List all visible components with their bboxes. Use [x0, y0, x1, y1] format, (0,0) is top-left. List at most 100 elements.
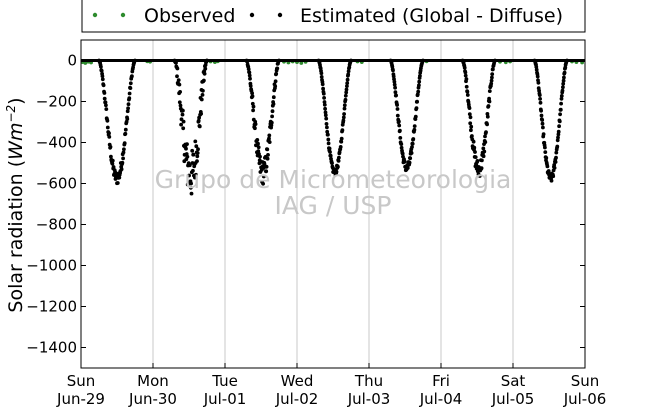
estimated-point [340, 128, 345, 133]
estimated-point [538, 97, 542, 101]
estimated-point [255, 138, 260, 142]
x-tick-day-label: Sun [571, 372, 600, 390]
estimated-point [489, 78, 494, 83]
estimated-point [199, 97, 204, 102]
estimated-point [261, 174, 266, 179]
estimated-point [127, 96, 132, 101]
estimated-point [539, 113, 544, 118]
estimated-point [127, 91, 132, 96]
estimated-point [191, 168, 195, 173]
estimated-point [561, 81, 566, 86]
estimated-point [469, 124, 474, 129]
estimated-point [468, 121, 473, 126]
estimated-point [248, 76, 252, 81]
estimated-point [467, 106, 472, 110]
estimated-point [194, 144, 199, 149]
estimated-point [119, 167, 124, 172]
estimated-point [416, 89, 421, 94]
estimated-point [247, 70, 252, 75]
estimated-point [326, 141, 331, 146]
y-tick-label: −1400 [26, 339, 77, 357]
estimated-point [415, 99, 419, 104]
estimated-point [325, 125, 329, 130]
estimated-point [395, 107, 400, 111]
estimated-point [479, 166, 484, 171]
legend-observed-marker [92, 12, 98, 18]
estimated-point [473, 150, 477, 154]
legend-observed-marker [120, 12, 126, 18]
estimated-point [110, 161, 115, 166]
estimated-point [398, 136, 403, 140]
estimated-point [269, 120, 274, 125]
estimated-point [267, 136, 271, 141]
estimated-point [397, 119, 401, 124]
estimated-point [189, 191, 194, 196]
estimated-point [464, 84, 469, 89]
x-tick-date-label: Jul-05 [491, 390, 535, 408]
estimated-point [398, 128, 402, 133]
legend-estimated-marker [249, 12, 255, 18]
estimated-point [101, 83, 106, 88]
estimated-point [545, 164, 550, 169]
estimated-point [195, 154, 200, 159]
estimated-point [538, 100, 543, 105]
estimated-point [554, 150, 559, 155]
estimated-point [339, 136, 344, 141]
estimated-point [193, 139, 198, 144]
estimated-point [342, 112, 346, 116]
legend: Observed Estimated (Global - Diffuse) [81, 0, 586, 33]
estimated-point [393, 90, 398, 95]
estimated-point [200, 93, 205, 97]
estimated-point [543, 150, 548, 155]
estimated-point [250, 94, 255, 99]
estimated-point [561, 85, 565, 90]
estimated-point [196, 147, 200, 152]
estimated-point [247, 73, 252, 78]
estimated-point [264, 164, 269, 169]
estimated-point [557, 124, 561, 129]
estimated-point [271, 102, 276, 106]
estimated-point [536, 80, 541, 85]
estimated-point [472, 145, 477, 150]
estimated-point [274, 71, 279, 76]
estimated-point [552, 166, 557, 170]
estimated-point [191, 152, 196, 157]
estimated-point [410, 141, 415, 146]
estimated-point [322, 100, 327, 104]
estimated-point [395, 103, 399, 107]
estimated-point [559, 94, 564, 98]
estimated-point [417, 83, 421, 88]
estimated-point [178, 103, 183, 108]
estimated-point [185, 142, 189, 147]
x-tick-day-label: Sun [67, 372, 96, 390]
estimated-point [265, 156, 270, 161]
estimated-point [408, 156, 413, 161]
estimated-point [250, 91, 255, 95]
y-tick-label: −200 [36, 93, 77, 111]
estimated-point [339, 139, 344, 144]
estimated-point [490, 72, 495, 76]
x-tick-day-label: Tue [211, 372, 238, 390]
legend-observed-label: Observed [144, 5, 235, 27]
estimated-point [551, 174, 556, 179]
estimated-point [394, 93, 398, 98]
estimated-point [270, 109, 275, 114]
estimated-point [336, 159, 341, 163]
estimated-point [321, 86, 325, 91]
estimated-point [392, 82, 397, 87]
estimated-point [246, 67, 251, 71]
estimated-point [187, 163, 192, 168]
estimated-point [475, 159, 480, 163]
estimated-point [177, 100, 182, 105]
estimated-point [326, 137, 331, 142]
estimated-point [196, 118, 201, 123]
estimated-point [178, 90, 183, 94]
estimated-point [345, 77, 350, 82]
estimated-point [344, 90, 349, 95]
y-axis-ticks: 0 −200 −400 −600 −800 −1000 −1200 −1400 [26, 52, 585, 357]
estimated-point [485, 112, 490, 116]
estimated-point [102, 91, 107, 95]
estimated-point [487, 96, 491, 101]
x-tick-date-label: Jun-29 [56, 390, 105, 408]
x-tick-date-label: Jul-02 [275, 390, 319, 408]
